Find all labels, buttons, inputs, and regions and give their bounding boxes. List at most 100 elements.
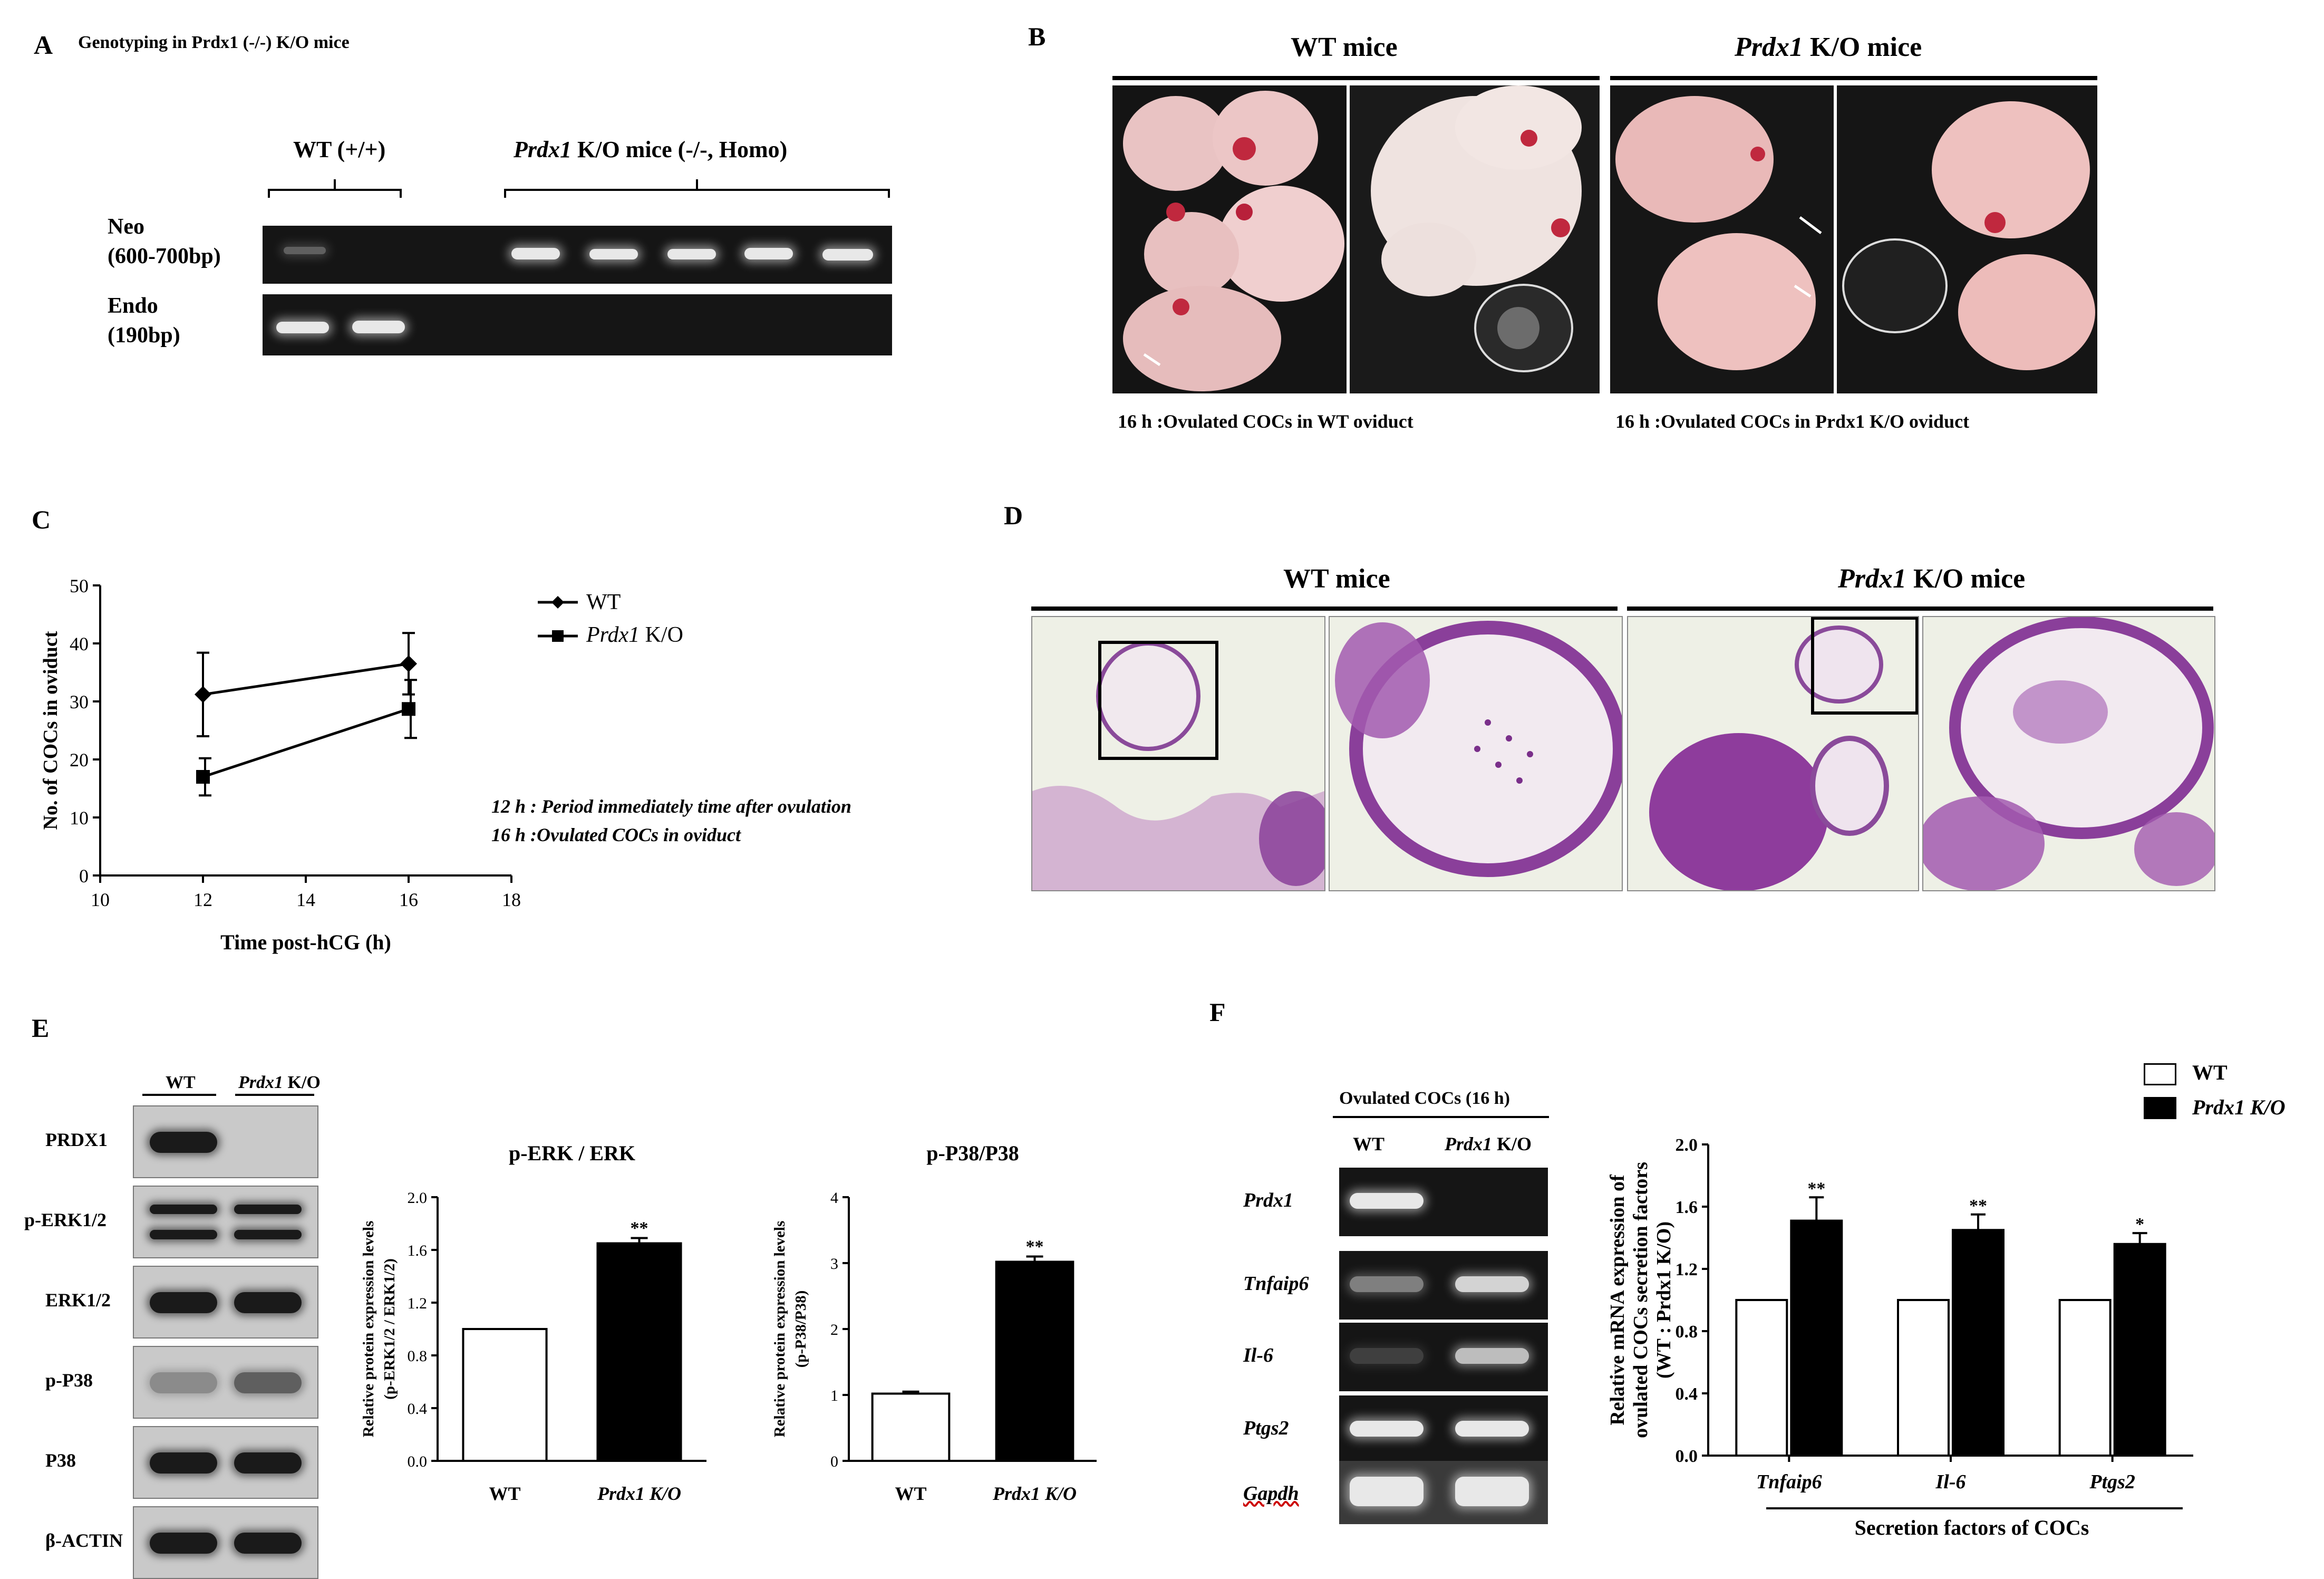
legend-wt-label: WT xyxy=(586,590,621,614)
x-tick-label: 14 xyxy=(296,889,315,910)
data-point xyxy=(195,686,211,703)
significance-mark: ** xyxy=(631,1219,648,1238)
wt-photo-caption: 16 h :Ovulated COCs in WT oviduct xyxy=(1118,411,1413,432)
legend-ko-swatch xyxy=(2144,1097,2176,1119)
series-line xyxy=(202,662,409,696)
y-tick-label: 4 xyxy=(830,1189,838,1207)
wt-title-rule xyxy=(1112,76,1600,80)
y-tick-label: 1 xyxy=(830,1387,838,1404)
genotype-brackets xyxy=(268,179,890,198)
legend-f-wt: WT xyxy=(2192,1061,2228,1084)
panel-a-title: Genotyping in Prdx1 (-/-) K/O mice xyxy=(78,33,350,52)
rtpcr-row-label: Tnfaip6 xyxy=(1243,1273,1309,1295)
bar xyxy=(2113,1243,2166,1457)
panel-b-wt-title: WT mice xyxy=(1291,32,1398,62)
y-axis-title-2: (p-ERK1/2 / ERK1/2) xyxy=(381,1258,398,1399)
wb-col-ko-rule xyxy=(235,1094,314,1096)
x-tick-label: Prdx1 K/O xyxy=(597,1483,681,1504)
rtpcr-gel-title: Ovulated COCs (16 h) xyxy=(1339,1089,1510,1108)
panel-letter-a: A xyxy=(34,30,53,60)
wb-row-label: P38 xyxy=(45,1450,76,1471)
bar xyxy=(1790,1219,1843,1457)
bar xyxy=(995,1260,1074,1462)
wb-blot-strip xyxy=(133,1506,318,1579)
y-tick-label: 3 xyxy=(830,1255,838,1273)
x-tick-label: WT xyxy=(895,1483,926,1504)
wb-col-ko: Prdx1 K/O xyxy=(238,1073,321,1092)
wb-row-label: ERK1/2 xyxy=(45,1289,111,1311)
y-axis-title: Relative mRNA expression of xyxy=(1606,1174,1629,1426)
significance-mark: * xyxy=(2135,1215,2144,1234)
panel-letter-e: E xyxy=(32,1013,50,1043)
endo-gel xyxy=(263,294,892,355)
y-axis-title-2: ovulated COCs secretion factors xyxy=(1630,1162,1652,1438)
rtpcr-gel-strip xyxy=(1339,1168,1548,1236)
bar xyxy=(1897,1299,1950,1457)
ko-title-rule xyxy=(1610,76,2097,80)
data-point xyxy=(400,655,417,672)
y-tick-label: 0 xyxy=(830,1453,838,1470)
wt-histology-low xyxy=(1031,616,1325,891)
x-axis-title: Secretion factors of COCs xyxy=(1855,1516,2089,1539)
bar xyxy=(462,1328,548,1462)
wb-blot-strip xyxy=(133,1105,318,1178)
wt-oviduct-photo-2 xyxy=(1350,85,1600,393)
endo-label: Endo (190bp) xyxy=(108,294,180,348)
panel-b-ko-title: Prdx1 K/O mice xyxy=(1735,32,1922,62)
y-tick-label: 0.4 xyxy=(408,1400,428,1418)
y-tick-label: 2.0 xyxy=(408,1189,428,1207)
y-tick-label: 0.8 xyxy=(1676,1322,1698,1342)
ko-oviduct-photo-2 xyxy=(1837,85,2097,393)
rtpcr-gel-strip xyxy=(1339,1323,1548,1391)
wb-blot-strip xyxy=(133,1186,318,1258)
ko-genotype-label: Prdx1 K/O mice (-/-, Homo) xyxy=(514,137,788,162)
y-tick-label: 1.6 xyxy=(1676,1198,1698,1217)
y-axis-title-3: (WT : Prdx1 K/O) xyxy=(1653,1221,1675,1379)
y-tick-label: 1.6 xyxy=(408,1242,428,1259)
x-tick-label: Tnfaip6 xyxy=(1756,1471,1822,1493)
bar xyxy=(596,1242,682,1462)
mrna-bar-chart: 0.0 0.4 0.8 1.2 1.6 2.0 ** Tnfaip6 ** Il-6 * Ptgs2 S… xyxy=(1606,1135,2193,1539)
legend-ko-label: Prdx1 K/O xyxy=(586,623,683,647)
rtpcr-gel-title-rule xyxy=(1333,1116,1549,1118)
y-tick-label: 2 xyxy=(830,1321,838,1339)
y-tick-label: 1.2 xyxy=(408,1295,428,1312)
y-tick-label: 0.4 xyxy=(1676,1384,1698,1404)
neo-label: Neo (600-700bp) xyxy=(108,215,221,268)
rtpcr-row-label: Gapdh xyxy=(1243,1482,1299,1505)
wb-blot-strip xyxy=(133,1346,318,1419)
panel-d-ko-title: Prdx1 K/O mice xyxy=(1838,564,2026,594)
panel-letter-d: D xyxy=(1004,500,1023,530)
rtpcr-row-label: Prdx1 xyxy=(1243,1189,1293,1211)
y-tick-label: 0.0 xyxy=(408,1453,428,1470)
rtpcr-row-label: Ptgs2 xyxy=(1243,1417,1289,1439)
wb-col-wt-rule xyxy=(142,1094,216,1096)
x-tick-label: Il-6 xyxy=(1935,1471,1966,1493)
x-tick-label: WT xyxy=(489,1483,520,1504)
y-tick-label: 0.8 xyxy=(408,1347,428,1365)
rtpcr-row-label: Il-6 xyxy=(1243,1344,1273,1366)
wb-blot-strip xyxy=(133,1266,318,1339)
ko-histology-low xyxy=(1627,616,1919,891)
ko-histology-high xyxy=(1922,616,2215,891)
significance-mark: ** xyxy=(1026,1237,1044,1257)
ko-photo-caption: 16 h :Ovulated COCs in Prdx1 K/O oviduct xyxy=(1615,411,1970,432)
panel-d-wt-rule xyxy=(1031,606,1618,611)
wt-genotype-label: WT (+/+) xyxy=(293,137,386,162)
significance-mark: ** xyxy=(1969,1196,1987,1216)
y-tick-label: 30 xyxy=(70,691,89,713)
rtpcr-gel-strip xyxy=(1339,1251,1548,1320)
y-tick-label: 2.0 xyxy=(1676,1135,1698,1155)
y-tick-label: 0 xyxy=(79,865,89,887)
panel-letter-c: C xyxy=(32,505,51,534)
wb-blot-strip xyxy=(133,1426,318,1499)
y-axis-title: Relative protein expression levels xyxy=(360,1221,377,1438)
rtpcr-gel-strip xyxy=(1339,1395,1548,1464)
y-tick-label: 10 xyxy=(70,807,89,829)
rtpcr-gel-strip xyxy=(1339,1461,1548,1524)
x-tick-label: Prdx1 K/O xyxy=(992,1483,1077,1504)
wt-oviduct-photo-1 xyxy=(1112,85,1347,393)
wb-row-label: β-ACTIN xyxy=(45,1530,123,1551)
x-tick-label: Ptgs2 xyxy=(2089,1471,2135,1493)
